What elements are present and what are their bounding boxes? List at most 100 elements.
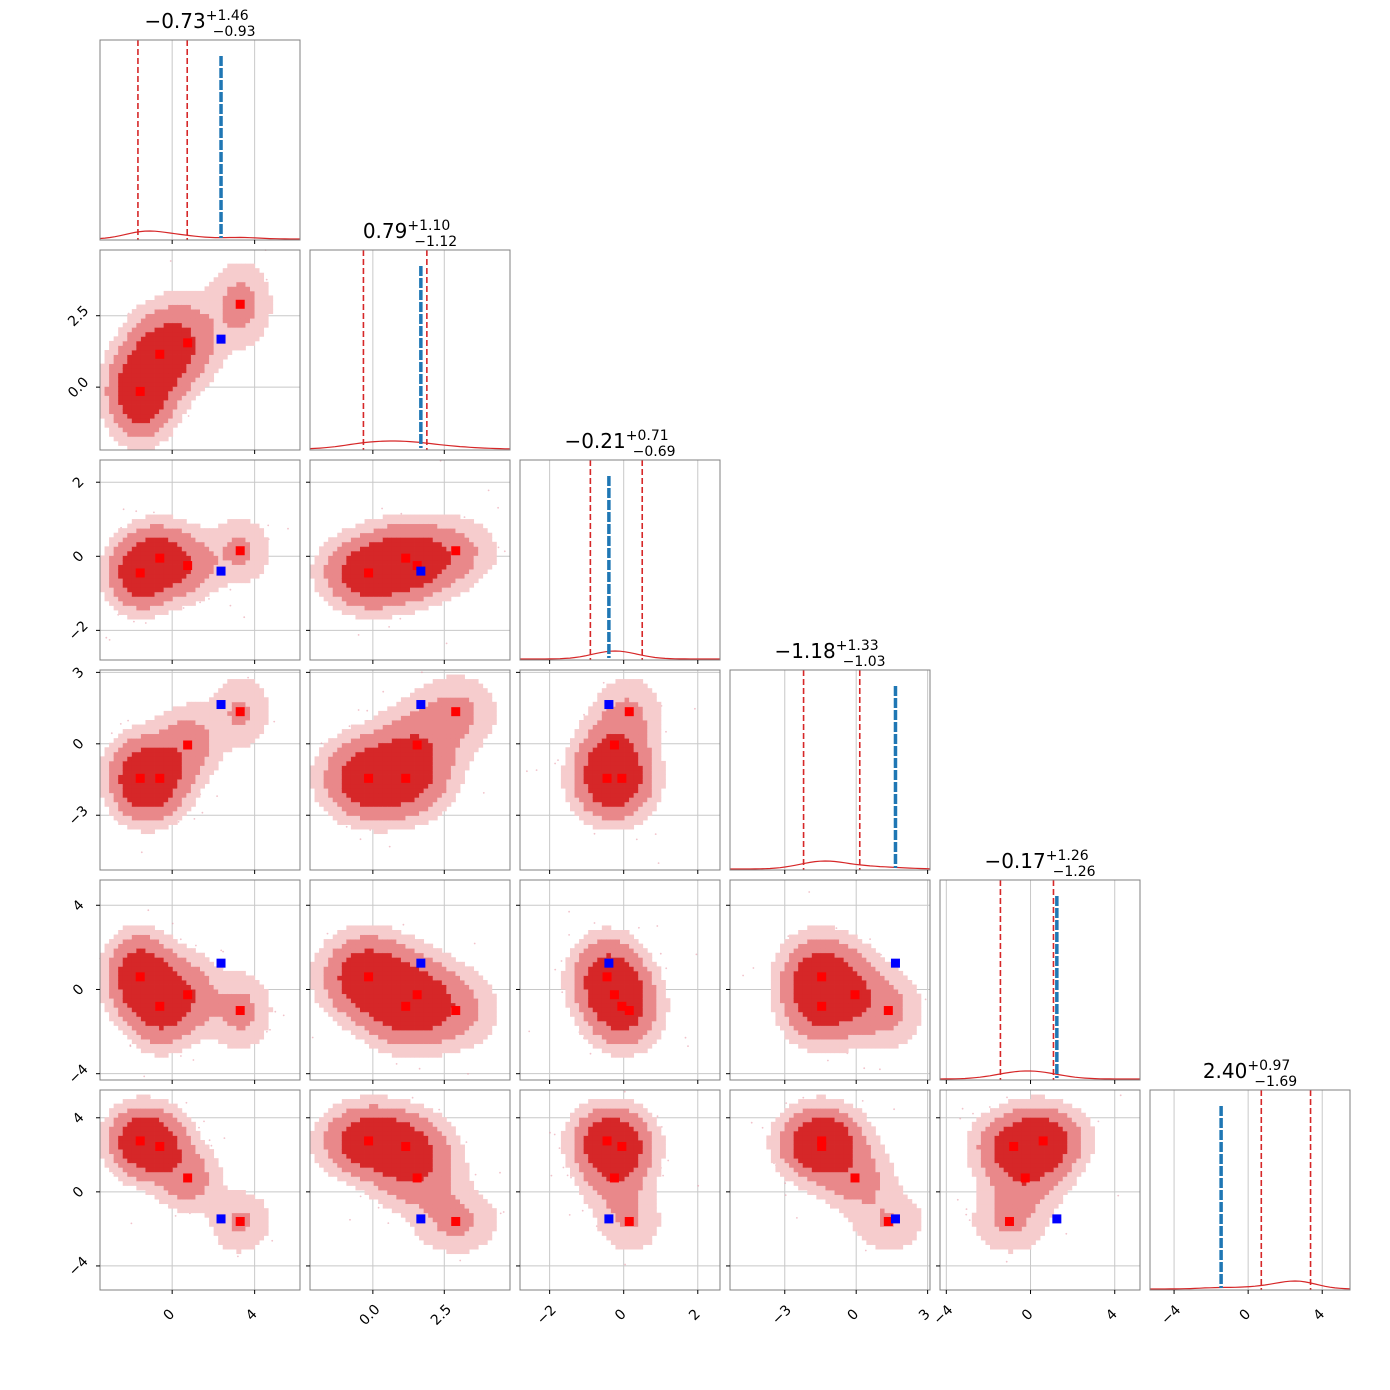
density-cell <box>400 765 406 771</box>
density-cell <box>259 697 265 703</box>
density-cell <box>154 440 160 446</box>
density-cell <box>570 760 575 766</box>
density-cell <box>227 729 233 735</box>
density-cell <box>469 578 475 584</box>
density-cell <box>460 742 465 748</box>
density-cell <box>113 418 119 424</box>
density-cell <box>209 573 215 579</box>
density-cell <box>181 720 187 725</box>
density-cell <box>136 340 142 346</box>
density-cell <box>432 591 438 597</box>
density-cell <box>570 792 575 798</box>
density-cell <box>624 720 630 725</box>
density-cell <box>350 788 356 794</box>
density-cell <box>195 729 201 735</box>
density-cell <box>387 596 393 602</box>
density-cell <box>140 770 146 775</box>
title-median: 0.79 <box>363 219 408 243</box>
density-cell <box>400 756 406 762</box>
density-cell <box>620 792 625 798</box>
density-cell <box>154 322 160 328</box>
density-cell <box>236 679 242 685</box>
density-cell <box>323 573 329 579</box>
density-cell <box>150 431 155 437</box>
density-cell <box>624 747 630 753</box>
density-cell <box>450 560 456 565</box>
density-cell <box>574 733 580 739</box>
density-cell <box>615 729 621 735</box>
density-cell <box>432 783 438 789</box>
density-cell <box>231 701 237 707</box>
density-cell <box>346 541 352 547</box>
density-cell <box>150 797 155 803</box>
density-cell <box>446 537 452 543</box>
density-cell <box>414 792 420 798</box>
density-cell <box>181 792 187 798</box>
density-cell <box>159 600 165 606</box>
density-cell <box>204 765 210 771</box>
density-cell <box>350 810 356 816</box>
density-cell <box>245 277 251 283</box>
density-cell <box>109 578 115 584</box>
density-cell <box>487 546 493 552</box>
density-cell <box>150 336 155 342</box>
density-cell <box>387 610 393 615</box>
density-cell <box>177 350 183 355</box>
mode-marker <box>155 553 165 563</box>
density-cell <box>140 605 146 611</box>
density-cell <box>482 532 488 538</box>
density-cell <box>145 546 151 552</box>
density-cell <box>446 578 452 584</box>
density-cell <box>382 729 388 735</box>
density-cell <box>127 578 133 584</box>
density-cell <box>145 381 151 387</box>
density-cell <box>400 706 406 712</box>
density-cell <box>186 783 192 789</box>
density-cell <box>437 546 443 552</box>
density-cell <box>218 286 224 292</box>
density-cell <box>113 381 119 387</box>
density-cell <box>633 733 639 739</box>
density-cell <box>113 801 119 807</box>
density-cell <box>122 605 128 611</box>
density-cell <box>240 541 246 547</box>
density-cell <box>113 404 119 410</box>
density-cell <box>204 309 210 315</box>
density-cell <box>218 710 224 716</box>
density-cell <box>154 528 160 534</box>
density-cell <box>113 336 119 342</box>
density-cell <box>423 797 429 803</box>
density-cell <box>181 582 187 588</box>
density-cell <box>460 679 465 685</box>
density-cell <box>341 610 347 615</box>
density-cell <box>200 560 205 565</box>
density-cell <box>478 683 484 689</box>
density-cell <box>118 532 124 538</box>
density-cell <box>606 738 612 744</box>
density-cell <box>337 591 343 597</box>
density-cell <box>136 541 142 547</box>
density-cell <box>177 779 183 785</box>
density-cell <box>122 550 128 556</box>
density-cell <box>236 318 242 324</box>
density-cell <box>396 742 402 748</box>
density-cell <box>236 683 242 689</box>
density-cell <box>373 824 379 830</box>
density-cell <box>218 354 224 360</box>
density-cell <box>195 350 201 355</box>
density-cell <box>414 756 420 762</box>
density-cell <box>163 760 169 766</box>
density-cell <box>118 733 124 739</box>
density-cell <box>222 747 228 753</box>
density-cell <box>118 390 124 396</box>
density-cell <box>186 587 192 593</box>
density-cell <box>113 783 119 789</box>
density-cell <box>460 756 465 762</box>
density-cell <box>405 797 411 803</box>
density-cell <box>396 564 402 570</box>
density-cell <box>414 797 420 803</box>
density-cell <box>414 820 420 825</box>
density-cell <box>150 569 155 575</box>
density-cell <box>250 336 255 342</box>
density-cell <box>642 756 648 762</box>
